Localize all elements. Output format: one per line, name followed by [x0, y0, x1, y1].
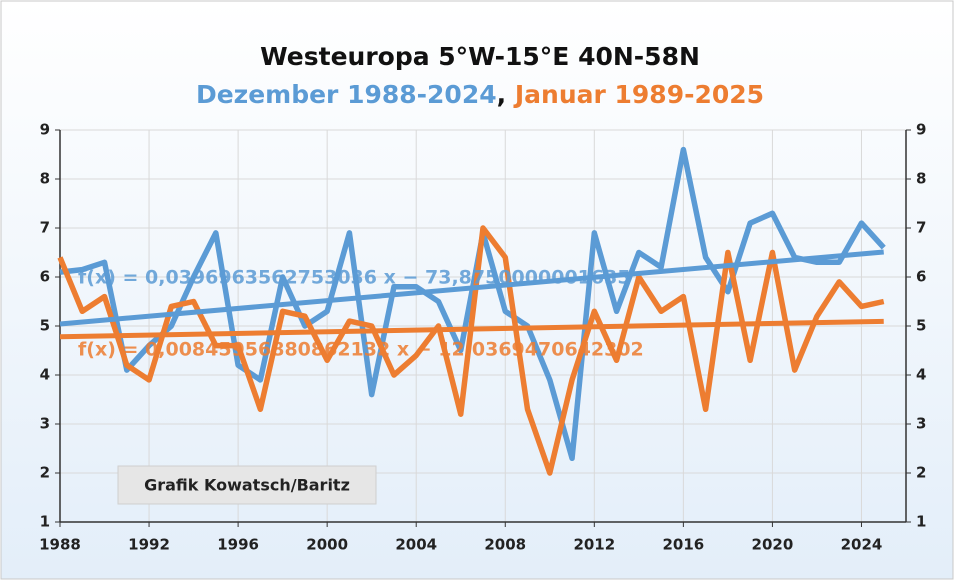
annotation: Grafik Kowatsch/Baritz — [144, 476, 350, 495]
y-tick-label: 2 — [40, 464, 50, 482]
x-tick-label: 1996 — [217, 536, 259, 554]
x-tick-label: 2000 — [306, 536, 348, 554]
y2-tick-label: 8 — [916, 170, 926, 188]
trend-line — [59, 249, 884, 327]
y2-tick-label: 6 — [916, 268, 926, 286]
x-tick-label: 2008 — [484, 536, 526, 554]
series-line — [59, 146, 886, 462]
y2-tick-label: 3 — [916, 415, 926, 433]
y-tick-label: 6 — [40, 268, 50, 286]
y2-tick-label: 7 — [916, 219, 926, 237]
y-tick-label: 9 — [40, 121, 50, 139]
y-tick-label: 4 — [40, 366, 50, 384]
x-tick-label: 2020 — [752, 536, 794, 554]
subtitle-part: Dezember 1988-2024 — [196, 80, 497, 109]
trend-label: f(x) = 0,00845956880862132 x − 12,036947… — [78, 339, 644, 361]
series-line — [57, 225, 885, 476]
subtitle-separator: , — [497, 80, 507, 109]
chart-subtitle: Dezember 1988-2024, Januar 1989-2025 — [196, 80, 764, 109]
y2-tick-label: 4 — [916, 366, 926, 384]
y2-tick-label: 1 — [916, 513, 926, 531]
trend-label: f(x) = 0,0396963562753036 x − 73,8750000… — [78, 267, 631, 289]
y2-tick-label: 2 — [916, 464, 926, 482]
y2-tick-label: 5 — [916, 317, 926, 335]
x-tick-label: 2024 — [841, 536, 883, 554]
x-tick-label: 2004 — [395, 536, 437, 554]
x-tick-label: 1992 — [128, 536, 170, 554]
x-tick-label: 2016 — [662, 536, 704, 554]
y2-tick-label: 9 — [916, 121, 926, 139]
annotation-box — [117, 465, 377, 505]
trend-line — [59, 318, 884, 340]
subtitle-part: Januar 1989-2025 — [513, 80, 764, 109]
x-tick-label: 2012 — [573, 536, 615, 554]
y-tick-label: 8 — [40, 170, 50, 188]
y-tick-label: 7 — [40, 219, 50, 237]
y-tick-label: 1 — [40, 513, 50, 531]
x-tick-label: 1988 — [39, 536, 81, 554]
chart-title: Westeuropa 5°W-15°E 40N-58N — [260, 42, 700, 71]
y-tick-label: 3 — [40, 415, 50, 433]
y-tick-label: 5 — [40, 317, 50, 335]
